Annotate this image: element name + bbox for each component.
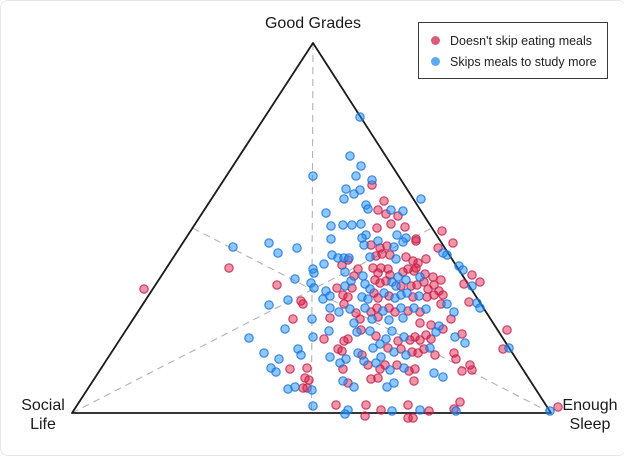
- legend-item-doesnt-skip: Doesn't skip eating meals: [431, 30, 597, 51]
- legend-marker-blue-icon: [431, 57, 440, 66]
- legend-label-skips-meals: Skips meals to study more: [450, 54, 597, 69]
- legend-marker-red-icon: [431, 36, 440, 45]
- legend-label-doesnt-skip: Doesn't skip eating meals: [450, 33, 593, 48]
- axis-label-social-life: Social Life: [15, 396, 71, 434]
- legend: Doesn't skip eating meals Skips meals to…: [418, 22, 608, 79]
- legend-item-skips-meals: Skips meals to study more: [431, 51, 597, 72]
- axis-label-good-grades: Good Grades: [264, 15, 362, 32]
- axis-label-enough-sleep-line2: Sleep: [569, 416, 611, 433]
- axis-label-enough-sleep: Enough Sleep: [557, 396, 623, 434]
- axis-label-social-life-line1: Social: [21, 397, 65, 414]
- axis-label-enough-sleep-line1: Enough: [562, 397, 618, 414]
- axis-label-social-life-line2: Life: [30, 416, 56, 433]
